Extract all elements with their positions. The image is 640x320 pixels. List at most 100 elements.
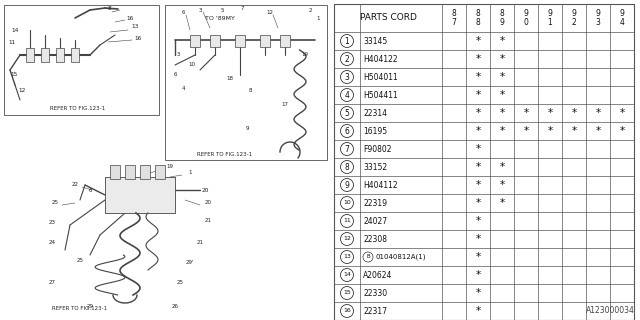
Text: *: * <box>620 126 625 136</box>
Text: 22: 22 <box>72 182 79 188</box>
Text: H404112: H404112 <box>363 180 397 189</box>
Text: 27: 27 <box>49 281 56 285</box>
Text: 9
4: 9 4 <box>620 9 625 27</box>
Text: 6: 6 <box>88 188 92 193</box>
Text: 16: 16 <box>126 15 134 20</box>
Text: 8
8: 8 8 <box>476 9 481 27</box>
Text: REFER TO FIG.123-1: REFER TO FIG.123-1 <box>52 306 108 310</box>
Text: 01040812A(1): 01040812A(1) <box>375 254 426 260</box>
Text: *: * <box>547 126 552 136</box>
Text: *: * <box>499 126 504 136</box>
Text: *: * <box>572 108 577 118</box>
Text: 12: 12 <box>19 87 26 92</box>
Text: *: * <box>476 216 481 226</box>
Text: *: * <box>595 108 600 118</box>
Text: 8
7: 8 7 <box>452 9 456 27</box>
Text: 8: 8 <box>248 87 252 92</box>
Bar <box>334 4 634 320</box>
Text: 23: 23 <box>49 220 56 226</box>
Text: 20: 20 <box>205 201 211 205</box>
Text: 9
3: 9 3 <box>596 9 600 27</box>
Circle shape <box>340 107 353 119</box>
Text: 19: 19 <box>301 52 308 58</box>
Text: 15: 15 <box>343 291 351 295</box>
Text: H504011: H504011 <box>363 73 397 82</box>
Text: *: * <box>476 126 481 136</box>
Bar <box>110 165 120 179</box>
Bar <box>280 35 290 47</box>
Text: 7: 7 <box>344 145 349 154</box>
Text: 26: 26 <box>172 305 179 309</box>
Text: A123000034: A123000034 <box>586 306 635 315</box>
Text: 3: 3 <box>198 7 202 12</box>
Text: 10: 10 <box>343 201 351 205</box>
Text: 9: 9 <box>245 125 249 131</box>
Bar <box>105 177 175 213</box>
Text: *: * <box>476 90 481 100</box>
Circle shape <box>340 35 353 47</box>
Text: *: * <box>476 108 481 118</box>
Text: *: * <box>499 162 504 172</box>
Text: 22319: 22319 <box>363 198 387 207</box>
Circle shape <box>340 124 353 138</box>
Text: 22317: 22317 <box>363 307 387 316</box>
Text: *: * <box>476 162 481 172</box>
Text: 21: 21 <box>196 241 204 245</box>
Circle shape <box>340 179 353 191</box>
Text: *: * <box>476 270 481 280</box>
Text: 22314: 22314 <box>363 108 387 117</box>
Text: 17: 17 <box>282 102 289 108</box>
Circle shape <box>340 268 353 282</box>
Text: B: B <box>366 254 370 260</box>
Text: 1: 1 <box>344 36 349 45</box>
Text: PARTS CORD: PARTS CORD <box>360 13 417 22</box>
Circle shape <box>340 214 353 228</box>
Circle shape <box>340 286 353 300</box>
Circle shape <box>340 89 353 101</box>
Text: *: * <box>476 198 481 208</box>
Circle shape <box>340 251 353 263</box>
Text: 1: 1 <box>188 171 192 175</box>
Text: 29: 29 <box>86 305 93 309</box>
Text: 14: 14 <box>343 273 351 277</box>
Text: 22330: 22330 <box>363 289 387 298</box>
Text: 5: 5 <box>220 7 224 12</box>
Text: *: * <box>476 144 481 154</box>
Circle shape <box>340 142 353 156</box>
Text: 14: 14 <box>12 28 19 33</box>
Text: 9
0: 9 0 <box>524 9 529 27</box>
Text: 21: 21 <box>205 218 211 222</box>
Text: 20: 20 <box>201 188 209 193</box>
Bar <box>56 48 64 62</box>
Text: 9: 9 <box>344 180 349 189</box>
Text: 3: 3 <box>344 73 349 82</box>
Bar <box>210 35 220 47</box>
Text: *: * <box>476 252 481 262</box>
Text: *: * <box>595 126 600 136</box>
Text: 6: 6 <box>344 126 349 135</box>
Text: *: * <box>524 126 529 136</box>
Text: REFER TO FIG.123-1: REFER TO FIG.123-1 <box>197 153 253 157</box>
Text: *: * <box>499 72 504 82</box>
Text: A20624: A20624 <box>363 270 392 279</box>
Text: 8
9: 8 9 <box>500 9 504 27</box>
Text: *: * <box>499 108 504 118</box>
Bar <box>4 5 159 115</box>
Bar <box>41 48 49 62</box>
Text: 12: 12 <box>343 236 351 242</box>
Text: 8: 8 <box>344 163 349 172</box>
Circle shape <box>340 161 353 173</box>
Bar <box>155 165 165 179</box>
Text: 33145: 33145 <box>363 36 387 45</box>
Text: 16: 16 <box>343 308 351 314</box>
Text: *: * <box>476 306 481 316</box>
Text: 7: 7 <box>240 6 244 12</box>
Text: 11: 11 <box>343 219 351 223</box>
Circle shape <box>340 70 353 84</box>
Circle shape <box>340 233 353 245</box>
Text: 13: 13 <box>131 25 139 29</box>
Text: 6: 6 <box>173 73 177 77</box>
Bar <box>260 35 270 47</box>
Text: 9
2: 9 2 <box>572 9 577 27</box>
Text: 22308: 22308 <box>363 235 387 244</box>
